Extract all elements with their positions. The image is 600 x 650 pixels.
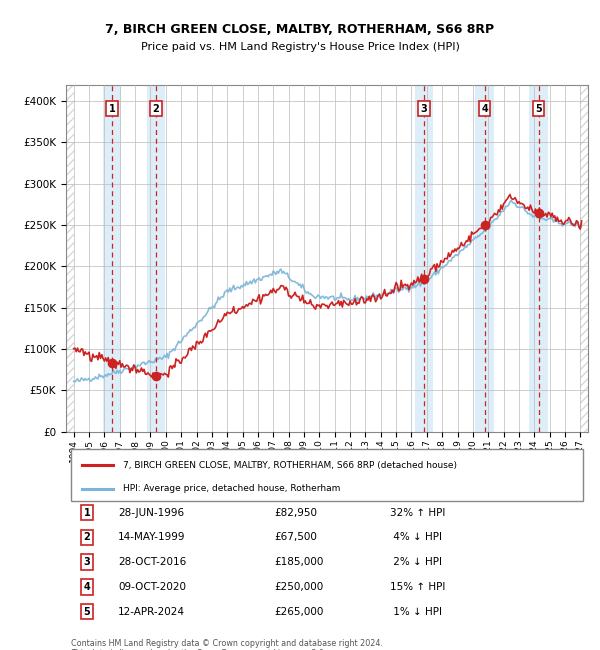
Text: £265,000: £265,000 <box>275 606 324 617</box>
Bar <box>415 84 433 432</box>
Bar <box>415 84 433 432</box>
Text: £185,000: £185,000 <box>275 557 324 567</box>
Bar <box>529 84 548 432</box>
Text: £67,500: £67,500 <box>275 532 317 542</box>
Text: 4: 4 <box>83 582 90 592</box>
Bar <box>147 84 166 432</box>
Text: 1: 1 <box>83 508 90 517</box>
Text: 4: 4 <box>481 104 488 114</box>
Text: Contains HM Land Registry data © Crown copyright and database right 2024.
This d: Contains HM Land Registry data © Crown c… <box>71 638 383 650</box>
Text: 12-APR-2024: 12-APR-2024 <box>118 606 185 617</box>
Bar <box>103 84 121 432</box>
Text: 4% ↓ HPI: 4% ↓ HPI <box>389 532 442 542</box>
Text: 5: 5 <box>535 104 542 114</box>
Text: 15% ↑ HPI: 15% ↑ HPI <box>389 582 445 592</box>
Bar <box>475 84 494 432</box>
Bar <box>103 84 121 432</box>
Text: 09-OCT-2020: 09-OCT-2020 <box>118 582 186 592</box>
Text: 2: 2 <box>153 104 160 114</box>
Text: 1: 1 <box>109 104 115 114</box>
Bar <box>529 84 548 432</box>
Text: 7, BIRCH GREEN CLOSE, MALTBY, ROTHERHAM, S66 8RP: 7, BIRCH GREEN CLOSE, MALTBY, ROTHERHAM,… <box>106 23 494 36</box>
Text: £82,950: £82,950 <box>275 508 318 517</box>
Text: Price paid vs. HM Land Registry's House Price Index (HPI): Price paid vs. HM Land Registry's House … <box>140 42 460 52</box>
Bar <box>475 84 494 432</box>
Text: 32% ↑ HPI: 32% ↑ HPI <box>389 508 445 517</box>
Text: 14-MAY-1999: 14-MAY-1999 <box>118 532 186 542</box>
Text: 2: 2 <box>83 532 90 542</box>
Bar <box>147 84 166 432</box>
Text: 3: 3 <box>83 557 90 567</box>
Text: 28-JUN-1996: 28-JUN-1996 <box>118 508 184 517</box>
Text: £250,000: £250,000 <box>275 582 324 592</box>
Text: 3: 3 <box>421 104 428 114</box>
Text: 1% ↓ HPI: 1% ↓ HPI <box>389 606 442 617</box>
Text: 7, BIRCH GREEN CLOSE, MALTBY, ROTHERHAM, S66 8RP (detached house): 7, BIRCH GREEN CLOSE, MALTBY, ROTHERHAM,… <box>124 460 457 469</box>
Text: 2% ↓ HPI: 2% ↓ HPI <box>389 557 442 567</box>
FancyBboxPatch shape <box>71 449 583 500</box>
Text: HPI: Average price, detached house, Rotherham: HPI: Average price, detached house, Roth… <box>124 484 341 493</box>
Text: 5: 5 <box>83 606 90 617</box>
Text: 28-OCT-2016: 28-OCT-2016 <box>118 557 187 567</box>
